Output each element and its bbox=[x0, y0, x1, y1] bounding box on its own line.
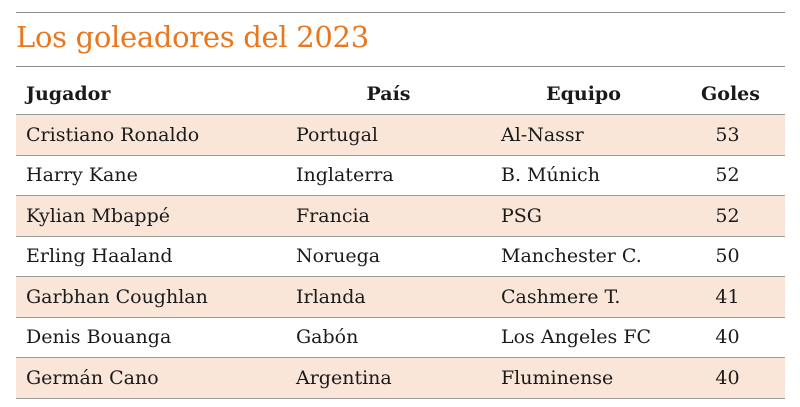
table-header-row: Jugador País Equipo Goles bbox=[16, 74, 785, 115]
team-cell: Los Angeles FC bbox=[491, 317, 676, 358]
column-header-team: Equipo bbox=[491, 74, 676, 115]
country-cell: Francia bbox=[286, 195, 491, 237]
goals-cell: 52 bbox=[676, 195, 785, 237]
goals-cell: 41 bbox=[676, 276, 785, 318]
player-cell: Harry Kane bbox=[16, 155, 286, 196]
player-cell: Denis Bouanga bbox=[16, 317, 286, 358]
table-row: Germán Cano Argentina Fluminense 40 bbox=[16, 357, 785, 399]
column-header-player: Jugador bbox=[16, 74, 286, 115]
table-row: Garbhan Coughlan Irlanda Cashmere T. 41 bbox=[16, 276, 785, 318]
column-header-goals: Goles bbox=[676, 74, 785, 115]
team-cell: Al-Nassr bbox=[491, 114, 676, 156]
player-cell: Erling Haaland bbox=[16, 236, 286, 277]
goals-cell: 40 bbox=[676, 357, 785, 399]
table-row: Denis Bouanga Gabón Los Angeles FC 40 bbox=[16, 317, 785, 358]
country-cell: Irlanda bbox=[286, 276, 491, 318]
player-cell: Germán Cano bbox=[16, 357, 286, 399]
country-cell: Argentina bbox=[286, 357, 491, 399]
top-scorers-table: Jugador País Equipo Goles Cristiano Rona… bbox=[16, 74, 785, 399]
team-cell: PSG bbox=[491, 195, 676, 237]
player-cell: Kylian Mbappé bbox=[16, 195, 286, 237]
table-row: Cristiano Ronaldo Portugal Al-Nassr 53 bbox=[16, 114, 785, 156]
country-cell: Gabón bbox=[286, 317, 491, 358]
team-cell: Manchester C. bbox=[491, 236, 676, 277]
goals-cell: 53 bbox=[676, 114, 785, 156]
country-cell: Noruega bbox=[286, 236, 491, 277]
column-header-country: País bbox=[286, 74, 491, 115]
goals-cell: 52 bbox=[676, 155, 785, 196]
team-cell: B. Múnich bbox=[491, 155, 676, 196]
country-cell: Inglaterra bbox=[286, 155, 491, 196]
table-row: Kylian Mbappé Francia PSG 52 bbox=[16, 195, 785, 237]
country-cell: Portugal bbox=[286, 114, 491, 156]
team-cell: Cashmere T. bbox=[491, 276, 676, 318]
team-cell: Fluminense bbox=[491, 357, 676, 399]
title-divider bbox=[16, 66, 785, 67]
table-row: Harry Kane Inglaterra B. Múnich 52 bbox=[16, 155, 785, 196]
table-row: Erling Haaland Noruega Manchester C. 50 bbox=[16, 236, 785, 277]
player-cell: Garbhan Coughlan bbox=[16, 276, 286, 318]
top-rule bbox=[16, 12, 785, 13]
goals-cell: 40 bbox=[676, 317, 785, 358]
goals-cell: 50 bbox=[676, 236, 785, 277]
page-title: Los goleadores del 2023 bbox=[16, 20, 369, 54]
player-cell: Cristiano Ronaldo bbox=[16, 114, 286, 156]
